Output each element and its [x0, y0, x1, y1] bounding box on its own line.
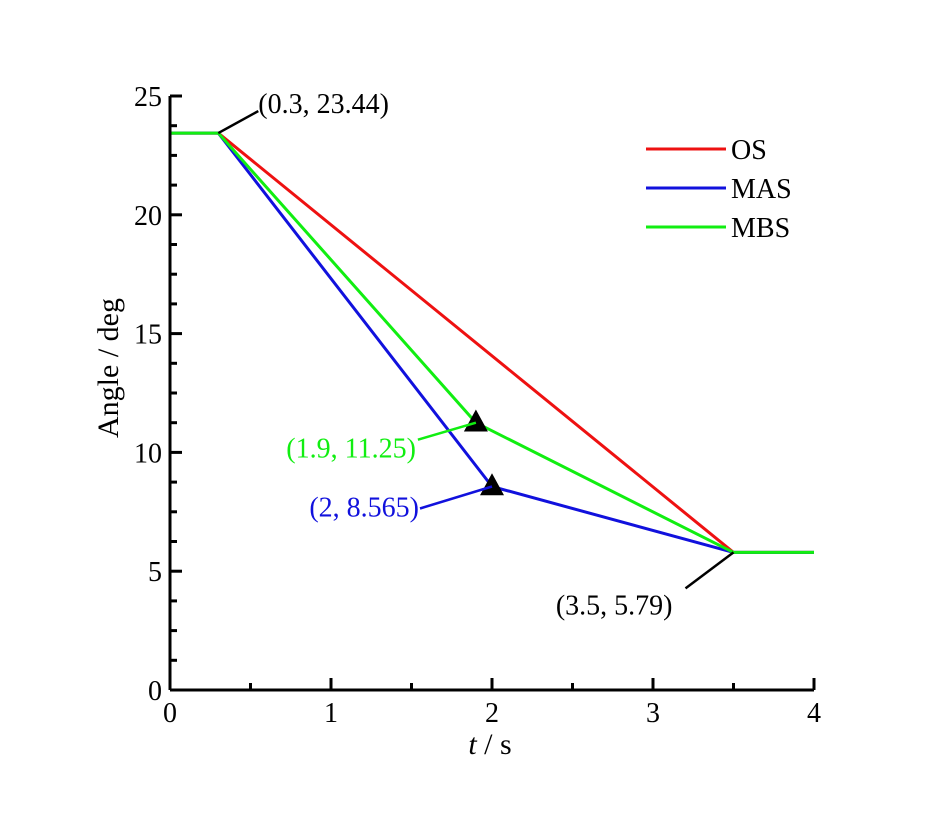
annotation-label: (3.5, 5.79): [556, 590, 673, 621]
annotation-label: (2, 8.565): [309, 492, 419, 523]
annotation-label: (0.3, 23.44): [258, 89, 389, 120]
annotation-leader: [217, 109, 259, 135]
annotation-leader: [417, 421, 477, 441]
y-axis-label: Angle / deg: [92, 298, 125, 438]
x-tick-label: 1: [324, 698, 338, 729]
triangle-marker: [463, 409, 488, 432]
annotation-label: (1.9, 11.25): [286, 434, 416, 465]
y-tick-label: 25: [134, 82, 162, 113]
legend-label-os: OS: [731, 135, 767, 166]
annotation-leader: [684, 551, 735, 590]
legend-label-mbs: MBS: [731, 213, 790, 244]
x-axis-label-unit: / s: [477, 728, 512, 761]
annotation-leader: [419, 485, 493, 510]
triangle-marker: [480, 473, 504, 496]
x-tick-label: 0: [163, 698, 177, 729]
x-tick-label: 2: [485, 698, 499, 729]
x-tick-label: 4: [807, 698, 821, 729]
legend-label-mas: MAS: [731, 174, 792, 205]
y-tick-label: 10: [134, 438, 162, 469]
y-tick-label: 0: [148, 676, 162, 707]
y-tick-label: 5: [148, 557, 162, 588]
y-tick-label: 15: [134, 320, 162, 351]
x-tick-label: 3: [646, 698, 660, 729]
x-axis-label-var: t: [468, 728, 477, 761]
y-tick-label: 20: [134, 201, 162, 232]
x-axis-label: t / s: [468, 728, 511, 761]
